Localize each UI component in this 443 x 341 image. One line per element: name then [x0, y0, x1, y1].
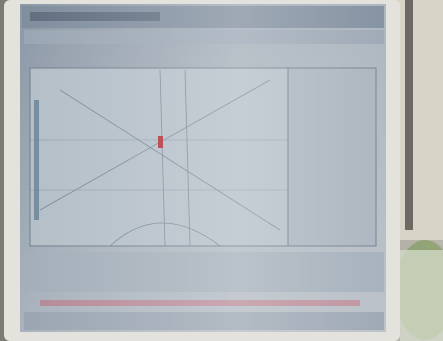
screen-glare [20, 4, 386, 332]
window-light [395, 0, 443, 240]
window-frame [405, 0, 413, 230]
bright-object [400, 250, 443, 341]
